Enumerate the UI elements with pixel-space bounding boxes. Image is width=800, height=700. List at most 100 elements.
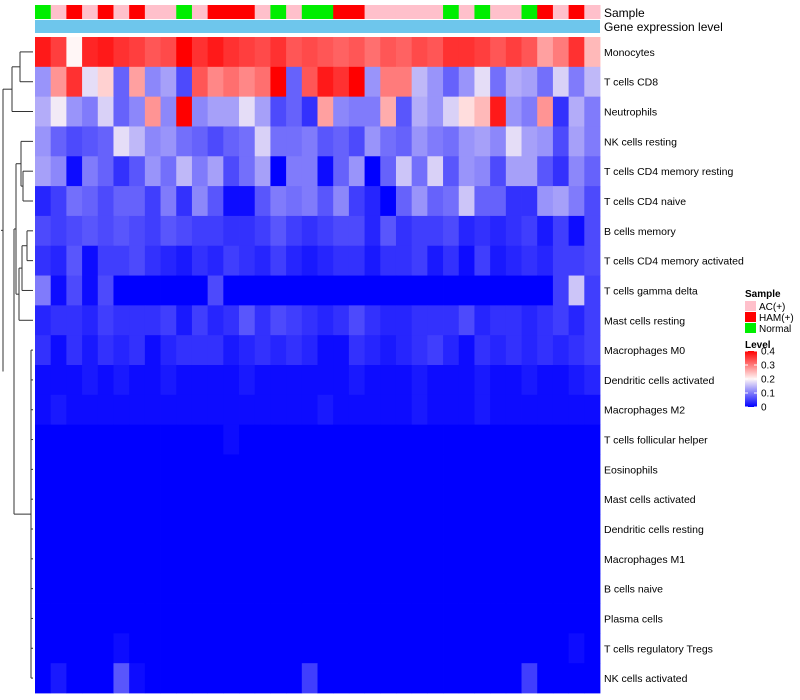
heatmap-cell bbox=[82, 454, 99, 485]
heatmap-cell bbox=[584, 424, 601, 455]
heatmap-cell bbox=[301, 96, 318, 127]
heatmap-cell bbox=[191, 126, 209, 157]
heatmap-cell bbox=[176, 215, 193, 247]
heatmap-cell bbox=[191, 454, 209, 485]
heatmap-cell bbox=[584, 156, 601, 187]
heatmap-cell bbox=[348, 603, 365, 634]
heatmap-cell bbox=[317, 514, 334, 545]
heatmap-cell bbox=[82, 275, 99, 306]
heatmap-cell bbox=[50, 663, 67, 694]
heatmap-cell bbox=[458, 245, 475, 276]
heatmap-cell bbox=[66, 126, 83, 157]
heatmap-cell bbox=[66, 305, 83, 336]
heatmap-cell bbox=[254, 543, 271, 575]
heatmap-cell bbox=[537, 543, 554, 575]
heatmap-cell bbox=[82, 335, 99, 366]
heatmap-cell bbox=[458, 365, 475, 396]
heatmap-cell bbox=[50, 365, 67, 396]
legend-tick-label: 0 bbox=[761, 403, 767, 414]
heatmap-cell bbox=[97, 215, 114, 247]
heatmap-cell bbox=[82, 186, 99, 217]
heatmap-cell bbox=[286, 96, 303, 127]
heatmap-cell bbox=[66, 245, 83, 276]
heatmap-cell bbox=[552, 215, 570, 247]
heatmap-cell bbox=[521, 96, 538, 127]
heatmap-cell bbox=[160, 126, 177, 157]
heatmap-cell bbox=[317, 573, 334, 604]
heatmap-cell bbox=[333, 156, 350, 187]
heatmap-cell bbox=[286, 66, 303, 98]
row-label: Monocytes bbox=[604, 47, 655, 59]
heatmap-cell bbox=[411, 365, 428, 396]
heatmap-cell bbox=[317, 454, 334, 485]
heatmap-cell bbox=[443, 186, 460, 217]
heatmap-cell bbox=[35, 126, 52, 157]
heatmap-cell bbox=[521, 305, 538, 336]
heatmap-cell bbox=[113, 156, 130, 187]
heatmap-cell bbox=[411, 215, 428, 247]
heatmap-cell bbox=[490, 126, 507, 157]
heatmap-cell bbox=[223, 275, 240, 306]
heatmap-cell bbox=[348, 215, 365, 247]
heatmap-cell bbox=[50, 543, 67, 575]
heatmap-cell bbox=[521, 573, 538, 604]
heatmap-cell bbox=[223, 335, 240, 366]
heatmap-cell bbox=[521, 156, 538, 187]
heatmap-cell bbox=[584, 215, 601, 247]
heatmap-cell bbox=[364, 633, 381, 664]
heatmap-cell bbox=[348, 543, 365, 575]
heatmap-cell bbox=[395, 156, 413, 187]
sample-cell bbox=[443, 5, 460, 19]
heatmap-cell bbox=[160, 543, 177, 575]
heatmap-cell bbox=[411, 514, 428, 545]
row-label: T cells CD4 memory activated bbox=[604, 256, 744, 268]
legend-swatch bbox=[745, 323, 756, 333]
heatmap-cell bbox=[160, 424, 177, 455]
heatmap-cell bbox=[191, 335, 209, 366]
heatmap-cell bbox=[191, 365, 209, 396]
heatmap-cell bbox=[82, 573, 99, 604]
heatmap-cell bbox=[286, 156, 303, 187]
heatmap-cell bbox=[380, 66, 397, 98]
heatmap-cell bbox=[490, 215, 507, 247]
heatmap-cell bbox=[552, 484, 570, 515]
heatmap-cell bbox=[270, 96, 287, 127]
heatmap-cell bbox=[427, 186, 444, 217]
heatmap-cell bbox=[66, 365, 83, 396]
heatmap-cell bbox=[505, 394, 522, 426]
heatmap-cell bbox=[552, 663, 570, 694]
heatmap-cell bbox=[537, 663, 554, 694]
heatmap-cell bbox=[411, 394, 428, 426]
heatmap-cell bbox=[239, 454, 256, 485]
heatmap-cell bbox=[144, 96, 161, 127]
heatmap-cell bbox=[239, 663, 256, 694]
legend-tick-label: 0.2 bbox=[761, 375, 775, 386]
heatmap-cell bbox=[35, 514, 52, 545]
sample-cell bbox=[490, 5, 507, 19]
heatmap-cell bbox=[239, 245, 256, 276]
heatmap-cell bbox=[239, 96, 256, 127]
heatmap-cell bbox=[490, 424, 507, 455]
row-label: Macrophages M1 bbox=[604, 554, 685, 566]
heatmap-cell bbox=[380, 215, 397, 247]
heatmap-cell bbox=[505, 424, 522, 455]
heatmap-cell bbox=[568, 573, 585, 604]
row-label: Neutrophils bbox=[604, 107, 657, 119]
heatmap-cell bbox=[458, 633, 475, 664]
heatmap-cell bbox=[395, 603, 413, 634]
heatmap-cell bbox=[301, 543, 318, 575]
heatmap-cell bbox=[286, 424, 303, 455]
heatmap-cell bbox=[443, 484, 460, 515]
heatmap-cell bbox=[395, 335, 413, 366]
heatmap-cell bbox=[254, 484, 271, 515]
heatmap-cell bbox=[176, 633, 193, 664]
heatmap-cell bbox=[129, 126, 146, 157]
heatmap-cell bbox=[584, 603, 601, 634]
heatmap-cell bbox=[113, 275, 130, 306]
heatmap-cell bbox=[505, 66, 522, 98]
heatmap-cell bbox=[113, 186, 130, 217]
heatmap-cell bbox=[411, 454, 428, 485]
heatmap-cell bbox=[301, 424, 318, 455]
heatmap-cell bbox=[301, 37, 318, 68]
